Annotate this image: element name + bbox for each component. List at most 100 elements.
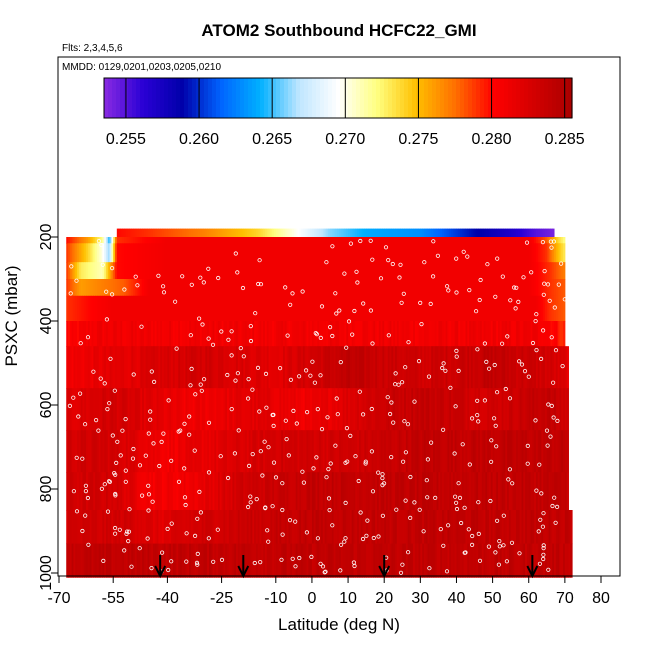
curtain-cell xyxy=(198,237,201,244)
curtain-cell xyxy=(418,543,421,578)
curtain-cell xyxy=(425,321,429,347)
curtain-cell xyxy=(445,228,448,238)
curtain-cell xyxy=(232,543,235,578)
curtain-cell xyxy=(516,237,519,244)
sample-point xyxy=(315,536,320,541)
curtain-cell xyxy=(494,430,497,473)
curtain-cell xyxy=(313,543,317,578)
curtain-cell xyxy=(154,472,158,511)
curtain-cell xyxy=(113,321,116,347)
sample-point xyxy=(233,378,238,383)
curtain-cell xyxy=(335,346,338,389)
curtain-cell xyxy=(239,279,242,297)
curtain-cell xyxy=(429,510,432,545)
curtain-cell xyxy=(535,543,539,578)
curtain-cell xyxy=(469,388,472,431)
curtain-cell xyxy=(261,346,264,389)
curtain-cell xyxy=(223,243,226,263)
sample-point xyxy=(78,341,83,346)
sample-point xyxy=(194,560,200,566)
curtain-cell xyxy=(295,472,298,511)
curtain-cell xyxy=(434,430,438,473)
curtain-cell xyxy=(292,295,295,322)
curtain-cell xyxy=(245,388,248,431)
curtain-cell xyxy=(301,228,304,238)
curtain-cell xyxy=(293,388,297,431)
curtain-cell xyxy=(389,346,392,389)
curtain-cell xyxy=(539,510,542,545)
curtain-cell xyxy=(481,543,485,578)
curtain-cell xyxy=(362,279,365,297)
curtain-cell xyxy=(156,262,159,280)
curtain-cell xyxy=(86,430,89,473)
curtain-cell xyxy=(523,228,526,238)
curtain-cell xyxy=(113,262,116,280)
curtain-cell xyxy=(429,262,432,280)
sample-point xyxy=(122,548,127,553)
curtain-cell xyxy=(405,279,409,297)
curtain-cell xyxy=(151,228,154,238)
curtain-cell xyxy=(413,228,416,238)
curtain-cell xyxy=(496,346,499,389)
y-tick-label: 200 xyxy=(38,224,55,251)
curtain-cell xyxy=(283,430,286,473)
curtain-cell xyxy=(319,346,322,389)
curtain-cell xyxy=(436,388,439,431)
curtain-cell xyxy=(187,228,190,238)
curtain-cell xyxy=(507,321,510,347)
sample-point xyxy=(446,288,451,293)
curtain-cell xyxy=(324,388,327,431)
curtain-cell xyxy=(548,295,551,322)
sample-point xyxy=(288,377,293,382)
curtain-cell xyxy=(474,228,477,238)
curtain-cell xyxy=(564,388,568,431)
curtain-cell xyxy=(140,279,143,297)
colorbar-cell xyxy=(292,78,297,118)
curtain-cell xyxy=(272,321,275,347)
curtain-cell xyxy=(125,430,129,473)
colorbar-cell xyxy=(344,78,349,118)
curtain-cell xyxy=(221,510,224,545)
curtain-cell xyxy=(196,279,199,297)
curtain-cell xyxy=(322,543,326,578)
curtain-cell xyxy=(396,243,400,263)
curtain-cell xyxy=(467,430,470,473)
curtain-cell xyxy=(304,321,308,347)
curtain-cell xyxy=(337,243,340,263)
sample-point xyxy=(85,495,91,501)
curtain-cell xyxy=(432,237,436,244)
curtain-cell xyxy=(127,243,130,263)
curtain-cell xyxy=(503,510,506,545)
curtain-cell xyxy=(290,430,293,473)
curtain-cell xyxy=(167,543,170,578)
curtain-cell xyxy=(393,279,396,297)
curtain-cell xyxy=(507,510,510,545)
curtain-cell xyxy=(111,279,114,297)
curtain-cell xyxy=(376,321,380,347)
curtain-cell xyxy=(315,279,318,297)
curtain-cell xyxy=(299,430,302,473)
curtain-cell xyxy=(523,295,526,322)
curtain-cell xyxy=(199,388,203,431)
curtain-cell xyxy=(346,237,349,244)
curtain-cell xyxy=(160,237,163,244)
curtain-cell xyxy=(414,388,418,431)
curtain-cell xyxy=(125,321,129,347)
curtain-cell xyxy=(292,279,295,297)
sample-point xyxy=(263,505,268,511)
curtain-cell xyxy=(539,279,542,297)
curtain-cell xyxy=(310,243,313,263)
curtain-cell xyxy=(116,430,120,473)
curtain-cell xyxy=(301,510,304,545)
curtain-cell xyxy=(98,543,102,578)
curtain-cell xyxy=(145,543,149,578)
curtain-cell xyxy=(335,279,338,297)
colorbar-cell xyxy=(480,78,485,118)
chart-title: ATOM2 Southbound HCFC22_GMI xyxy=(201,21,476,40)
sample-point xyxy=(338,542,344,547)
curtain-cell xyxy=(203,388,206,431)
curtain-cell xyxy=(207,472,210,511)
curtain-cell xyxy=(508,237,512,244)
curtain-cell xyxy=(331,346,335,389)
curtain-cell xyxy=(68,321,71,347)
